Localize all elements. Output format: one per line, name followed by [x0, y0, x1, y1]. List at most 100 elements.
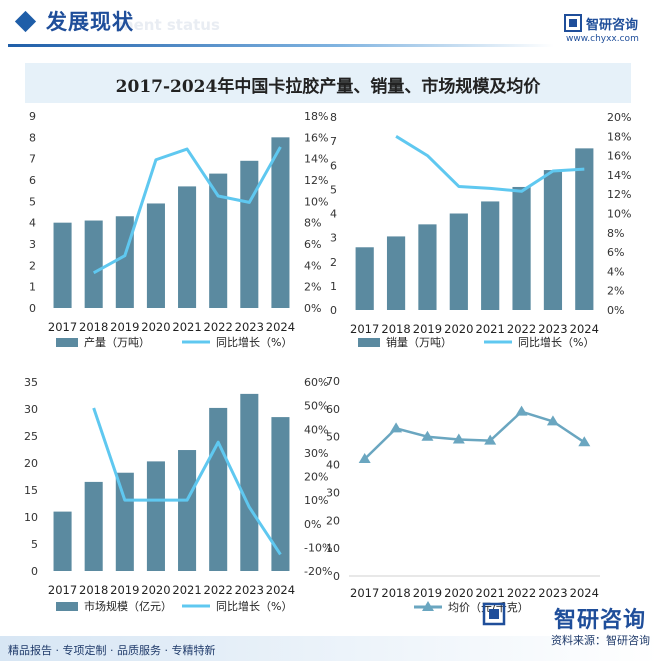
y-right-tick-label: 4% [304, 259, 321, 272]
y-left-tick-label: 3 [330, 232, 337, 245]
footer: 智研咨询 精品报告 · 专项定制 · 品质服务 · 专精特新 资料来源：智研咨询 [0, 602, 660, 661]
y-left-tick-label: 15 [24, 484, 38, 497]
brand-logo-icon [564, 14, 582, 32]
y-left-tick-label: 7 [330, 135, 337, 148]
header: ment status 发展现状 智研咨询 www.chyxx.com [0, 0, 660, 52]
x-tick-label: 2020 [141, 583, 170, 597]
y-right-tick-label: 16% [607, 150, 631, 163]
y-left-tick-label: 0 [31, 565, 38, 578]
x-tick-label: 2023 [538, 322, 567, 336]
legend-label: 销量（万吨） [386, 335, 452, 349]
footer-slogan: 精品报告 · 专项定制 · 品质服务 · 专精特新 [8, 644, 216, 657]
y-right-tick-label: 14% [607, 169, 631, 182]
y-left-tick-label: 0 [330, 304, 337, 317]
y-right-tick-label: 40% [304, 423, 328, 436]
bar [146, 203, 165, 308]
line-point [452, 433, 465, 444]
brand-url: www.chyxx.com [566, 34, 639, 44]
legend-label: 市场规模（亿元） [84, 599, 172, 613]
footer-brand-logo-icon [482, 602, 506, 626]
y-right-tick-label: 12% [607, 188, 631, 201]
x-tick-label: 2017 [350, 586, 379, 600]
bar [575, 148, 594, 310]
bar [209, 173, 228, 308]
y-right-tick-label: 0% [304, 302, 321, 315]
footer-brand: 智研咨询 [553, 608, 646, 633]
x-tick-label: 2018 [79, 320, 108, 334]
x-tick-label: 2017 [48, 583, 77, 597]
legend-label: 同比增长（%） [216, 335, 292, 349]
y-right-tick-label: 6% [304, 238, 321, 251]
x-tick-label: 2021 [476, 586, 505, 600]
y-left-tick-label: 5 [330, 183, 337, 196]
y-left-tick-label: 35 [24, 376, 38, 389]
y-left-tick-label: 8 [330, 111, 337, 124]
y-left-tick-label: 0 [29, 302, 36, 315]
line-point [515, 405, 528, 416]
x-tick-label: 2021 [172, 583, 201, 597]
legend-bar-swatch [358, 338, 380, 347]
x-tick-label: 2024 [266, 583, 295, 597]
series-line [363, 410, 586, 460]
y-right-tick-label: 30% [304, 447, 328, 460]
y-right-tick-label: 20% [607, 111, 631, 124]
y-right-tick-label: 14% [304, 153, 328, 166]
x-tick-label: 2023 [235, 320, 264, 334]
chart-banner-title: 2017-2024年中国卡拉胶产量、销量、市场规模及均价 [115, 77, 541, 97]
y-right-tick-label: 20% [304, 471, 328, 484]
y-left-tick-label: 8 [29, 131, 36, 144]
x-tick-label: 2021 [172, 320, 201, 334]
x-tick-label: 2018 [381, 322, 410, 336]
x-tick-label: 2019 [413, 322, 442, 336]
y-left-tick-label: 4 [330, 208, 337, 221]
legend-label: 同比增长（%） [216, 599, 292, 613]
y-right-tick-label: 50% [304, 400, 328, 413]
line-point [421, 430, 434, 441]
bar [449, 213, 468, 310]
x-tick-label: 2022 [507, 322, 536, 336]
line-point [390, 422, 403, 433]
x-tick-label: 2022 [204, 320, 233, 334]
y-right-tick-label: 2% [304, 281, 321, 294]
y-right-tick-label: 16% [304, 131, 328, 144]
y-left-tick-label: 1 [330, 280, 337, 293]
x-tick-label: 2024 [570, 322, 599, 336]
title-underline [8, 44, 554, 47]
bar [418, 224, 437, 310]
y-left-tick-label: 2 [330, 256, 337, 269]
series-line [395, 135, 585, 193]
y-left-tick-label: 20 [24, 457, 38, 470]
y-left-tick-label: 4 [29, 217, 36, 230]
line-point [484, 434, 497, 445]
section-title: 发展现状 [46, 10, 134, 34]
y-left-tick-label: 1 [29, 281, 36, 294]
x-tick-label: 2024 [266, 320, 295, 334]
y-left-tick-label: 60 [326, 403, 340, 416]
series-line [92, 146, 282, 275]
x-tick-label: 2020 [444, 586, 473, 600]
y-right-tick-label: 10% [304, 494, 328, 507]
x-tick-label: 2024 [570, 586, 599, 600]
y-right-tick-label: 60% [304, 376, 328, 389]
x-tick-label: 2019 [110, 583, 139, 597]
legend-marker [422, 601, 434, 611]
bar [115, 472, 134, 571]
y-left-tick-label: 0 [333, 570, 340, 583]
y-right-tick-label: -20% [304, 565, 332, 578]
x-tick-label: 2018 [381, 586, 410, 600]
x-tick-label: 2019 [413, 586, 442, 600]
bar [481, 201, 500, 310]
chart-banner: 2017-2024年中国卡拉胶产量、销量、市场规模及均价 [25, 63, 631, 103]
y-right-tick-label: 8% [304, 217, 321, 230]
bar [115, 216, 134, 308]
y-left-tick-label: 10 [326, 542, 340, 555]
bar [543, 170, 563, 310]
y-left-tick-label: 6 [29, 174, 36, 187]
y-left-tick-label: 30 [24, 403, 38, 416]
bar [240, 160, 259, 308]
y-left-tick-label: 7 [29, 153, 36, 166]
x-tick-label: 2020 [444, 322, 473, 336]
bar [271, 137, 290, 308]
legend-label: 产量（万吨） [84, 335, 150, 349]
